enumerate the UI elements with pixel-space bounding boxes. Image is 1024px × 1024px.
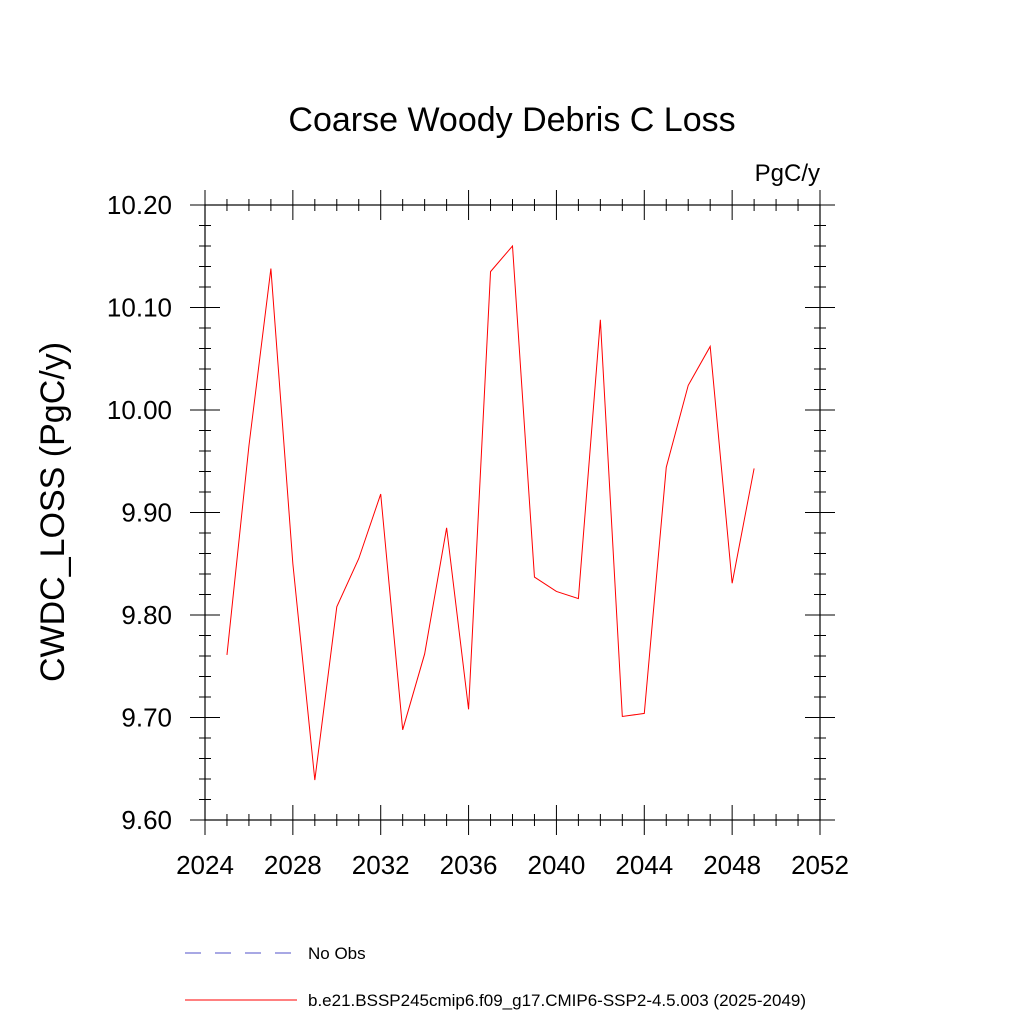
- y-tick-label: 9.70: [121, 703, 172, 733]
- legend: No Obs b.e21.BSSP245cmip6.f09_g17.CMIP6-…: [185, 944, 806, 1010]
- x-tick-labels: 2024 2028 2032 2036 2040 2044 2048 2052: [176, 850, 849, 880]
- x-tick-label: 2052: [791, 850, 849, 880]
- y-tick-label: 10.20: [107, 190, 172, 220]
- legend-label-model: b.e21.BSSP245cmip6.f09_g17.CMIP6-SSP2-4.…: [308, 991, 806, 1010]
- plot-frame: [204, 204, 821, 821]
- y-tick-label: 9.60: [121, 805, 172, 835]
- units-label: PgC/y: [755, 160, 820, 187]
- y-tick-label: 10.00: [107, 395, 172, 425]
- y-tick-label: 9.80: [121, 600, 172, 630]
- y-tick-labels: 9.60 9.70 9.80 9.90 10.00 10.10 10.20: [107, 190, 172, 835]
- x-tick-label: 2028: [264, 850, 322, 880]
- x-tick-label: 2036: [440, 850, 498, 880]
- x-tick-label: 2048: [703, 850, 761, 880]
- major-ticks: [190, 190, 835, 835]
- chart-title: Coarse Woody Debris C Loss: [288, 101, 735, 139]
- x-tick-label: 2024: [176, 850, 234, 880]
- x-tick-label: 2044: [615, 850, 673, 880]
- y-axis-label: CWDC_LOSS (PgC/y): [34, 342, 72, 682]
- x-tick-label: 2040: [528, 850, 586, 880]
- y-tick-label: 9.90: [121, 498, 172, 528]
- legend-label-no-obs: No Obs: [308, 944, 366, 963]
- series-line: [226, 244, 755, 781]
- x-tick-label: 2032: [352, 850, 410, 880]
- series-layer: [226, 244, 755, 781]
- minor-ticks: [199, 199, 826, 826]
- y-tick-label: 10.10: [107, 293, 172, 323]
